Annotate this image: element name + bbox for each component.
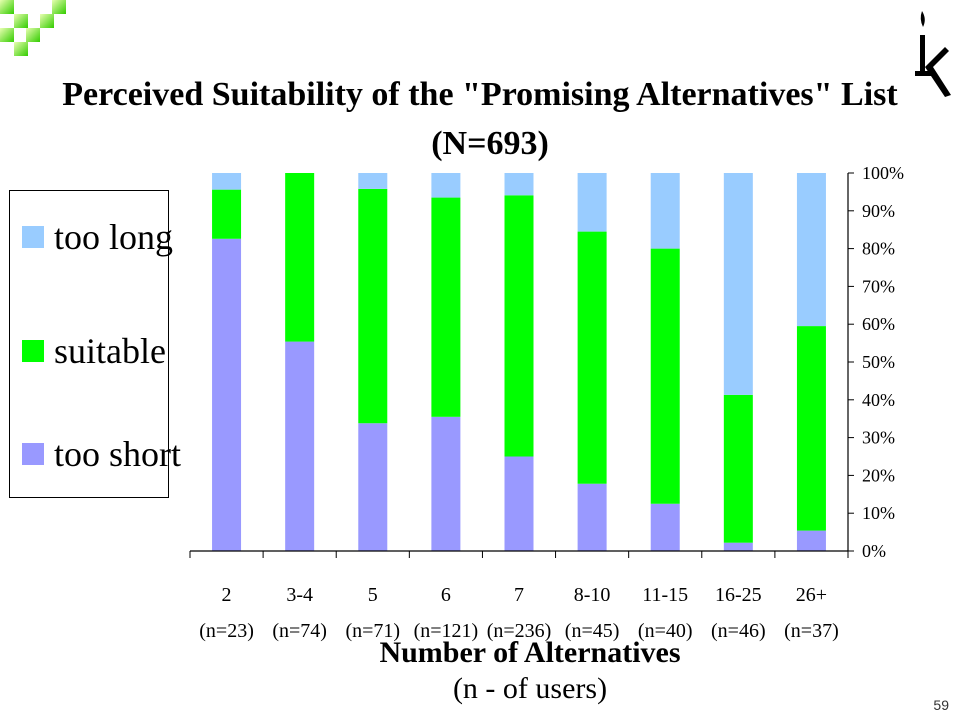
chart-title: Perceived Suitability of the "Promising … xyxy=(62,76,898,113)
x-tick-n-label: (n=74) xyxy=(272,620,327,642)
legend-label: too short xyxy=(54,434,182,474)
x-tick-n-label: (n=37) xyxy=(784,620,839,642)
y-tick-label: 70% xyxy=(862,276,895,296)
bar-suitable-3-4 xyxy=(285,173,315,342)
bar-too-long-6 xyxy=(431,173,461,198)
bar-too-long-8-10 xyxy=(577,173,607,232)
bar-too-short-3-4 xyxy=(285,341,315,551)
bar-suitable-11-15 xyxy=(650,248,680,504)
y-tick-label: 20% xyxy=(862,465,895,485)
y-tick-label: 60% xyxy=(862,314,895,334)
bar-too-long-16-25 xyxy=(723,173,753,395)
legend-swatch-suitable xyxy=(22,340,44,362)
legend-item-too-long: too long xyxy=(22,217,173,257)
y-tick-label: 100% xyxy=(862,163,904,183)
bar-too-short-11-15 xyxy=(650,503,680,551)
x-tick-label: 26+ xyxy=(796,584,827,606)
bar-too-short-26+ xyxy=(796,530,826,551)
bar-suitable-6 xyxy=(431,197,461,417)
x-axis-subtitle: (n - of users) xyxy=(452,672,608,705)
x-tick-n-label: (n=23) xyxy=(199,620,254,642)
bar-too-short-5 xyxy=(358,423,388,551)
x-tick-n-label: (n=46) xyxy=(711,620,766,642)
chart-subtitle: (N=693) xyxy=(431,125,549,162)
bar-too-short-7 xyxy=(504,456,534,551)
x-tick-n-label: (n=71) xyxy=(345,620,400,642)
x-tick-label: 5 xyxy=(368,584,378,606)
y-tick-label: 0% xyxy=(862,541,886,561)
bar-suitable-26+ xyxy=(796,326,826,531)
x-tick-label: 8-10 xyxy=(574,584,611,606)
bar-too-short-8-10 xyxy=(577,483,607,551)
x-tick-label: 6 xyxy=(441,584,451,606)
legend-item-suitable: suitable xyxy=(22,331,166,371)
legend-item-too-short: too short xyxy=(22,434,181,474)
x-tick-label: 7 xyxy=(514,584,524,606)
emblem-logo xyxy=(915,11,951,97)
bar-too-short-16-25 xyxy=(723,542,753,551)
y-tick-label: 10% xyxy=(862,503,895,523)
corner-logo xyxy=(0,0,66,56)
bar-suitable-7 xyxy=(504,195,534,457)
x-tick-n-label: (n=236) xyxy=(487,620,552,642)
y-tick-label: 30% xyxy=(862,428,895,448)
x-tick-n-label: (n=45) xyxy=(565,620,620,642)
x-tick-label: 11-15 xyxy=(642,584,688,606)
x-tick-n-label: (n=40) xyxy=(638,620,693,642)
bar-suitable-8-10 xyxy=(577,231,607,484)
bar-too-long-5 xyxy=(358,173,388,189)
y-tick-label: 80% xyxy=(862,239,895,259)
bar-too-short-6 xyxy=(431,416,461,551)
x-tick-label: 3-4 xyxy=(286,584,313,606)
legend-label: too long xyxy=(54,217,174,257)
x-tick-label: 16-25 xyxy=(715,584,762,606)
legend: too long suitable too short xyxy=(9,190,181,498)
bar-too-long-26+ xyxy=(796,173,826,327)
y-tick-label: 90% xyxy=(862,201,895,221)
legend-swatch-too-short xyxy=(22,443,44,465)
x-tick-label: 2 xyxy=(222,584,232,606)
bar-too-long-7 xyxy=(504,173,534,196)
y-tick-label: 50% xyxy=(862,352,895,372)
bar-suitable-5 xyxy=(358,188,388,424)
bar-suitable-16-25 xyxy=(723,394,753,543)
x-axis-title: Number of Alternatives xyxy=(379,636,681,669)
page-number: 59 xyxy=(933,697,949,713)
bar-too-long-11-15 xyxy=(650,173,680,249)
bar-too-long-2 xyxy=(212,173,242,190)
x-tick-n-label: (n=121) xyxy=(414,620,479,642)
bar-suitable-2 xyxy=(212,189,242,239)
y-tick-label: 40% xyxy=(862,390,895,410)
bar-too-short-2 xyxy=(212,238,242,551)
legend-swatch-too-long xyxy=(22,226,44,248)
legend-label: suitable xyxy=(54,331,166,371)
